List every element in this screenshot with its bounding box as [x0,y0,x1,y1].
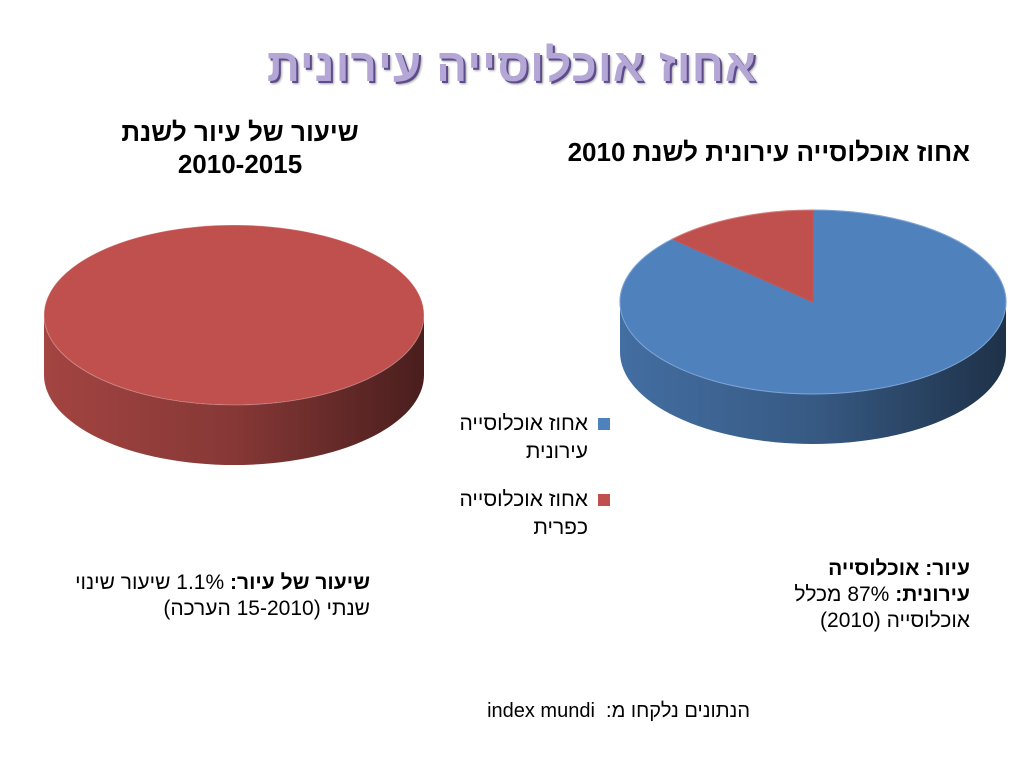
slide-title: אחוז אוכלוסייה עירונית [266,39,758,91]
legend-label-rural: אחוז אוכלוסייה כפרית [459,488,588,539]
source-line: הנתונים נלקחו מ: index mundi [420,700,750,723]
legend-label-urban: אחוז אוכלוסייה עירונית [459,412,588,463]
legend-swatch-urban [598,418,610,430]
left-pie-slice-0 [44,225,424,405]
legend-item-urban: אחוז אוכלוסייה עירונית [410,410,610,466]
right-pie-rim [619,209,1007,395]
left-note-bold: שיעור של עיור: [230,571,370,594]
legend-item-rural: אחוז אוכלוסייה כפרית [410,486,610,542]
chart-legend: אחוז אוכלוסייה עירונית אחוז אוכלוסייה כפ… [410,410,610,562]
right-note: עיור: אוכלוסייה עירונית: 87% מכלל אוכלוסי… [740,556,970,634]
source-label: הנתונים נלקחו מ: [606,700,750,722]
right-pie-chart [619,209,1007,444]
right-note-bold2: עירונית: [895,583,970,606]
right-note-text: 87% מכלל אוכלוסייה (2010) [794,583,970,632]
right-pie-slice-1 [671,209,814,303]
source-name: index mundi [487,700,595,722]
left-chart-title-line2: 2010-2015 [177,149,303,179]
left-pie-chart [43,224,425,465]
right-note-bold1: עיור: אוכלוסייה [828,557,970,580]
left-chart-title: שיעור של עיור לשנת 2010-2015 [110,116,370,180]
right-pie-side [620,302,1006,444]
left-note: שיעור של עיור: 1.1% שיעור שינוי שנתי (15… [60,570,370,622]
left-pie-side [44,315,424,465]
left-note-text: 1.1% שיעור שינוי שנתי (15-2010 הערכה) [75,571,370,620]
legend-swatch-rural [598,494,610,506]
left-chart-title-line1: שיעור של עיור לשנת [121,117,359,147]
right-chart-title: אחוז אוכלוסייה עירונית לשנת 2010 [567,137,970,167]
left-pie-rim [43,224,425,406]
